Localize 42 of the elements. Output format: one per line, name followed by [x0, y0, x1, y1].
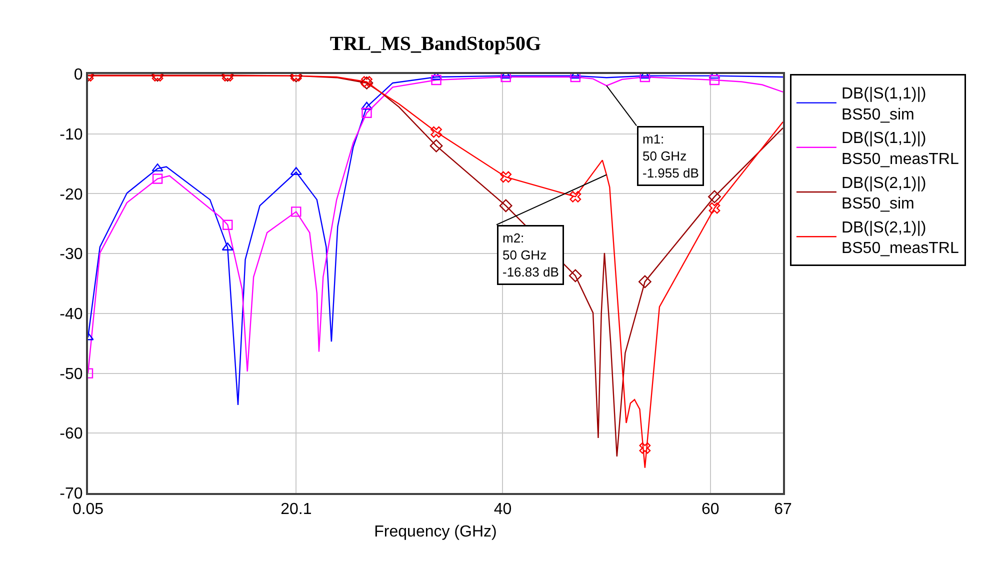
x-axis-title: Frequency (GHz)	[374, 523, 497, 540]
y-tick-label: -50	[60, 366, 83, 383]
point	[430, 126, 442, 138]
legend-label: DB(|S(1,1)|) BS50_measTRL	[841, 130, 959, 168]
point	[362, 108, 372, 118]
point	[291, 206, 302, 217]
point	[570, 191, 582, 202]
point	[570, 74, 580, 82]
y-tick-label: -60	[60, 426, 83, 443]
y-tick-label: -70	[60, 486, 83, 503]
legend-label: DB(|S(2,1)|) BS50_sim	[841, 174, 926, 213]
point	[638, 275, 652, 288]
y-tick-label: -40	[60, 306, 83, 324]
point	[222, 220, 233, 230]
point	[709, 74, 720, 86]
point	[222, 242, 234, 250]
point	[431, 74, 442, 86]
annotation: m2: 50 GHz -16.83 dB	[502, 230, 559, 280]
legend-label: DB(|S(2,1)|) BS50_measTRL	[841, 219, 959, 258]
point	[708, 202, 720, 214]
y-tick-label: -30	[60, 246, 83, 264]
annotation: m1: 50 GHz -1.955 dB	[642, 132, 699, 180]
x-tick-label: 60	[701, 501, 720, 518]
chart-title: TRL_MS_BandStop50G	[330, 33, 542, 55]
x-tick-label: 0.05	[72, 501, 104, 518]
point	[500, 74, 511, 82]
point	[640, 74, 650, 82]
y-tick-label: -10	[60, 126, 83, 144]
point	[152, 174, 163, 184]
y-tick-label: 0	[74, 66, 83, 84]
point	[568, 269, 582, 282]
legend-label: DB(|S(1,1)|) BS50_sim	[841, 86, 926, 124]
point	[639, 442, 651, 454]
point	[708, 190, 721, 204]
point	[430, 139, 443, 152]
point	[500, 171, 512, 183]
point	[499, 199, 512, 212]
y-tick-label: -20	[60, 186, 83, 204]
point	[290, 167, 302, 176]
x-tick-label: 20.1	[280, 501, 312, 518]
x-tick-label: 40	[494, 501, 512, 518]
x-tick-label: 67	[774, 501, 792, 518]
